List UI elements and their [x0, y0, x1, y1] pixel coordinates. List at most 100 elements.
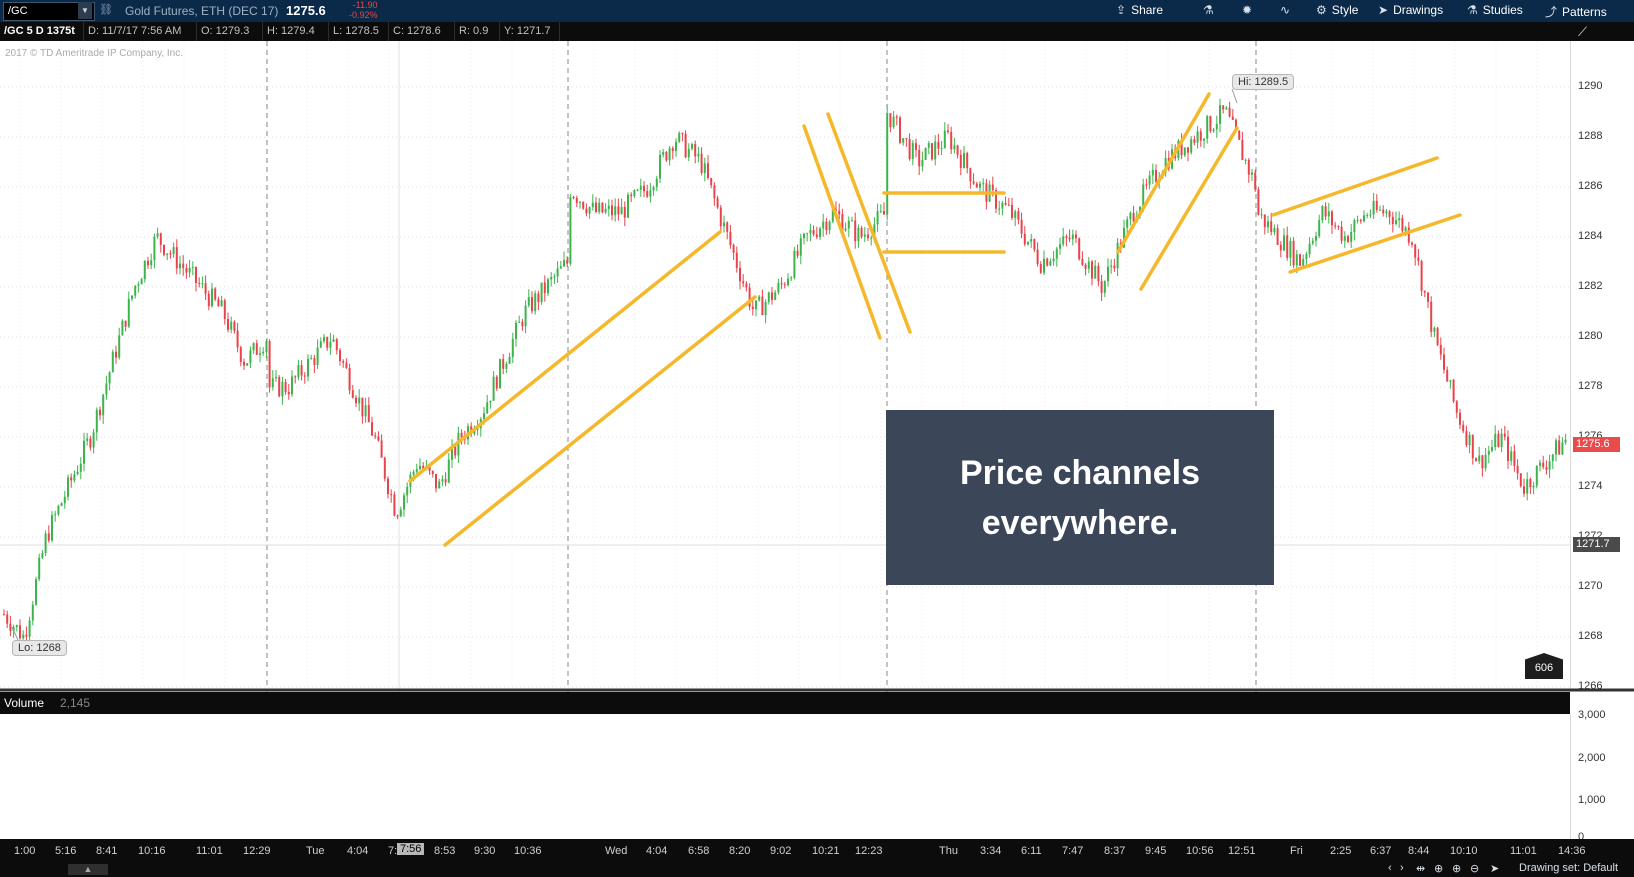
drawing-set-label[interactable]: Drawing set: Default — [1519, 862, 1619, 874]
candle-body — [591, 202, 594, 208]
candle-body — [419, 465, 421, 470]
candle-body — [771, 292, 773, 300]
candle-body — [1359, 219, 1362, 222]
candle-body — [886, 113, 889, 215]
candle-body — [127, 298, 130, 327]
candle-body — [508, 356, 511, 364]
chevron-down-icon[interactable]: ▼ — [78, 2, 92, 19]
candle-body — [92, 432, 95, 448]
candle-body — [950, 131, 953, 150]
candle-body — [1039, 264, 1042, 273]
candle-body — [889, 113, 892, 128]
candle-body — [1055, 248, 1058, 259]
flask-button[interactable]: ⚗ — [1203, 3, 1219, 17]
candle-body — [313, 358, 316, 365]
candle-body — [1065, 236, 1068, 238]
channel-line — [1116, 92, 1211, 254]
crosshair-icon[interactable]: ⊕ — [1434, 863, 1444, 875]
volume-pane[interactable] — [0, 714, 1570, 839]
studies-button[interactable]: ⚗ Studies — [1467, 3, 1523, 17]
candle-body — [1375, 200, 1378, 211]
time-tick-label: 10:36 — [514, 845, 542, 857]
candle-body — [758, 296, 761, 301]
candle-body — [783, 284, 786, 286]
candle-body — [1283, 235, 1285, 251]
candle-body — [499, 358, 501, 389]
candle-body — [131, 295, 133, 299]
channel-line — [1288, 213, 1462, 274]
candle-body — [1151, 170, 1154, 176]
candle-body — [15, 625, 18, 628]
candle-body — [348, 368, 351, 391]
zoom-out-icon[interactable]: ⊖ — [1470, 863, 1480, 875]
candle-body — [489, 400, 492, 403]
pulse-button[interactable]: ∿ — [1280, 3, 1295, 17]
time-tick-label: Tue — [306, 845, 325, 857]
candle-body — [838, 210, 841, 215]
candle-body — [438, 481, 441, 489]
time-tick-label: 10:10 — [1450, 845, 1478, 857]
pointer-icon[interactable]: ➤ — [1490, 863, 1500, 875]
candle-body — [873, 224, 876, 238]
time-tick-label: 14:36 — [1558, 845, 1586, 857]
candle-body — [476, 428, 479, 431]
style-button[interactable]: ⚙ Style — [1316, 3, 1358, 17]
candle-body — [649, 190, 652, 197]
candle-body — [19, 625, 21, 639]
candle-body — [908, 139, 911, 159]
candle-body — [1439, 344, 1442, 355]
share-button[interactable]: ⇪ Share — [1116, 3, 1163, 17]
candle-body — [236, 330, 239, 348]
candle-body — [793, 250, 796, 278]
candle-body — [505, 363, 508, 369]
patterns-button[interactable]: ⤴ Patterns — [1545, 3, 1607, 20]
candle-body — [585, 208, 588, 214]
price-chart[interactable] — [0, 41, 1570, 692]
candle-body — [1436, 327, 1439, 345]
volume-axis[interactable] — [1570, 714, 1634, 839]
candle-body — [1299, 254, 1301, 266]
candle-body — [1350, 231, 1353, 242]
scroll-right-icon[interactable]: › — [1400, 862, 1404, 874]
symbol-text: /GC — [8, 5, 28, 17]
zoom-in-icon[interactable]: ⊕ — [1452, 863, 1462, 875]
candle-body — [1244, 159, 1247, 161]
candle-body — [303, 375, 306, 377]
candle-body — [918, 149, 921, 167]
candle-body — [1247, 159, 1250, 175]
candle-body — [6, 614, 9, 624]
candle-body — [1103, 281, 1106, 293]
time-tick-label: 4:04 — [646, 845, 668, 857]
candle-body — [1084, 264, 1087, 269]
candle-body — [326, 336, 329, 348]
link-icon[interactable]: ⛓ — [99, 4, 113, 16]
candle-body — [665, 152, 668, 161]
candle-body — [1273, 228, 1276, 233]
candle-body — [748, 287, 751, 307]
candle-body — [1337, 226, 1340, 228]
candle-body — [713, 185, 716, 199]
candle-body — [1267, 221, 1269, 228]
candle-body — [1321, 206, 1324, 221]
candle-body — [636, 189, 639, 191]
candle-body — [323, 336, 325, 342]
channel-line — [826, 112, 912, 334]
candle-body — [268, 341, 271, 388]
candle-body — [12, 627, 15, 631]
symbol-selector[interactable]: /GC — [3, 2, 95, 21]
candle-body — [566, 260, 569, 264]
candle-body — [979, 183, 981, 188]
drawing-tool-icon[interactable]: ⟋ — [1578, 24, 1588, 39]
time-tick-label: 3:34 — [980, 845, 1002, 857]
settings-button[interactable]: ✹ — [1242, 3, 1257, 17]
candle-body — [1052, 258, 1055, 262]
expand-icon[interactable]: ⇹ — [1416, 863, 1426, 875]
candle-body — [550, 276, 553, 280]
candle-body — [899, 117, 901, 143]
drawings-button[interactable]: ➤ Drawings — [1378, 3, 1443, 17]
scrollbar-thumb[interactable]: ▲ — [68, 864, 108, 875]
price-axis[interactable] — [1570, 41, 1634, 692]
candle-body — [1308, 243, 1311, 255]
candle-body — [111, 351, 114, 373]
scroll-left-icon[interactable]: ‹ — [1388, 862, 1392, 874]
